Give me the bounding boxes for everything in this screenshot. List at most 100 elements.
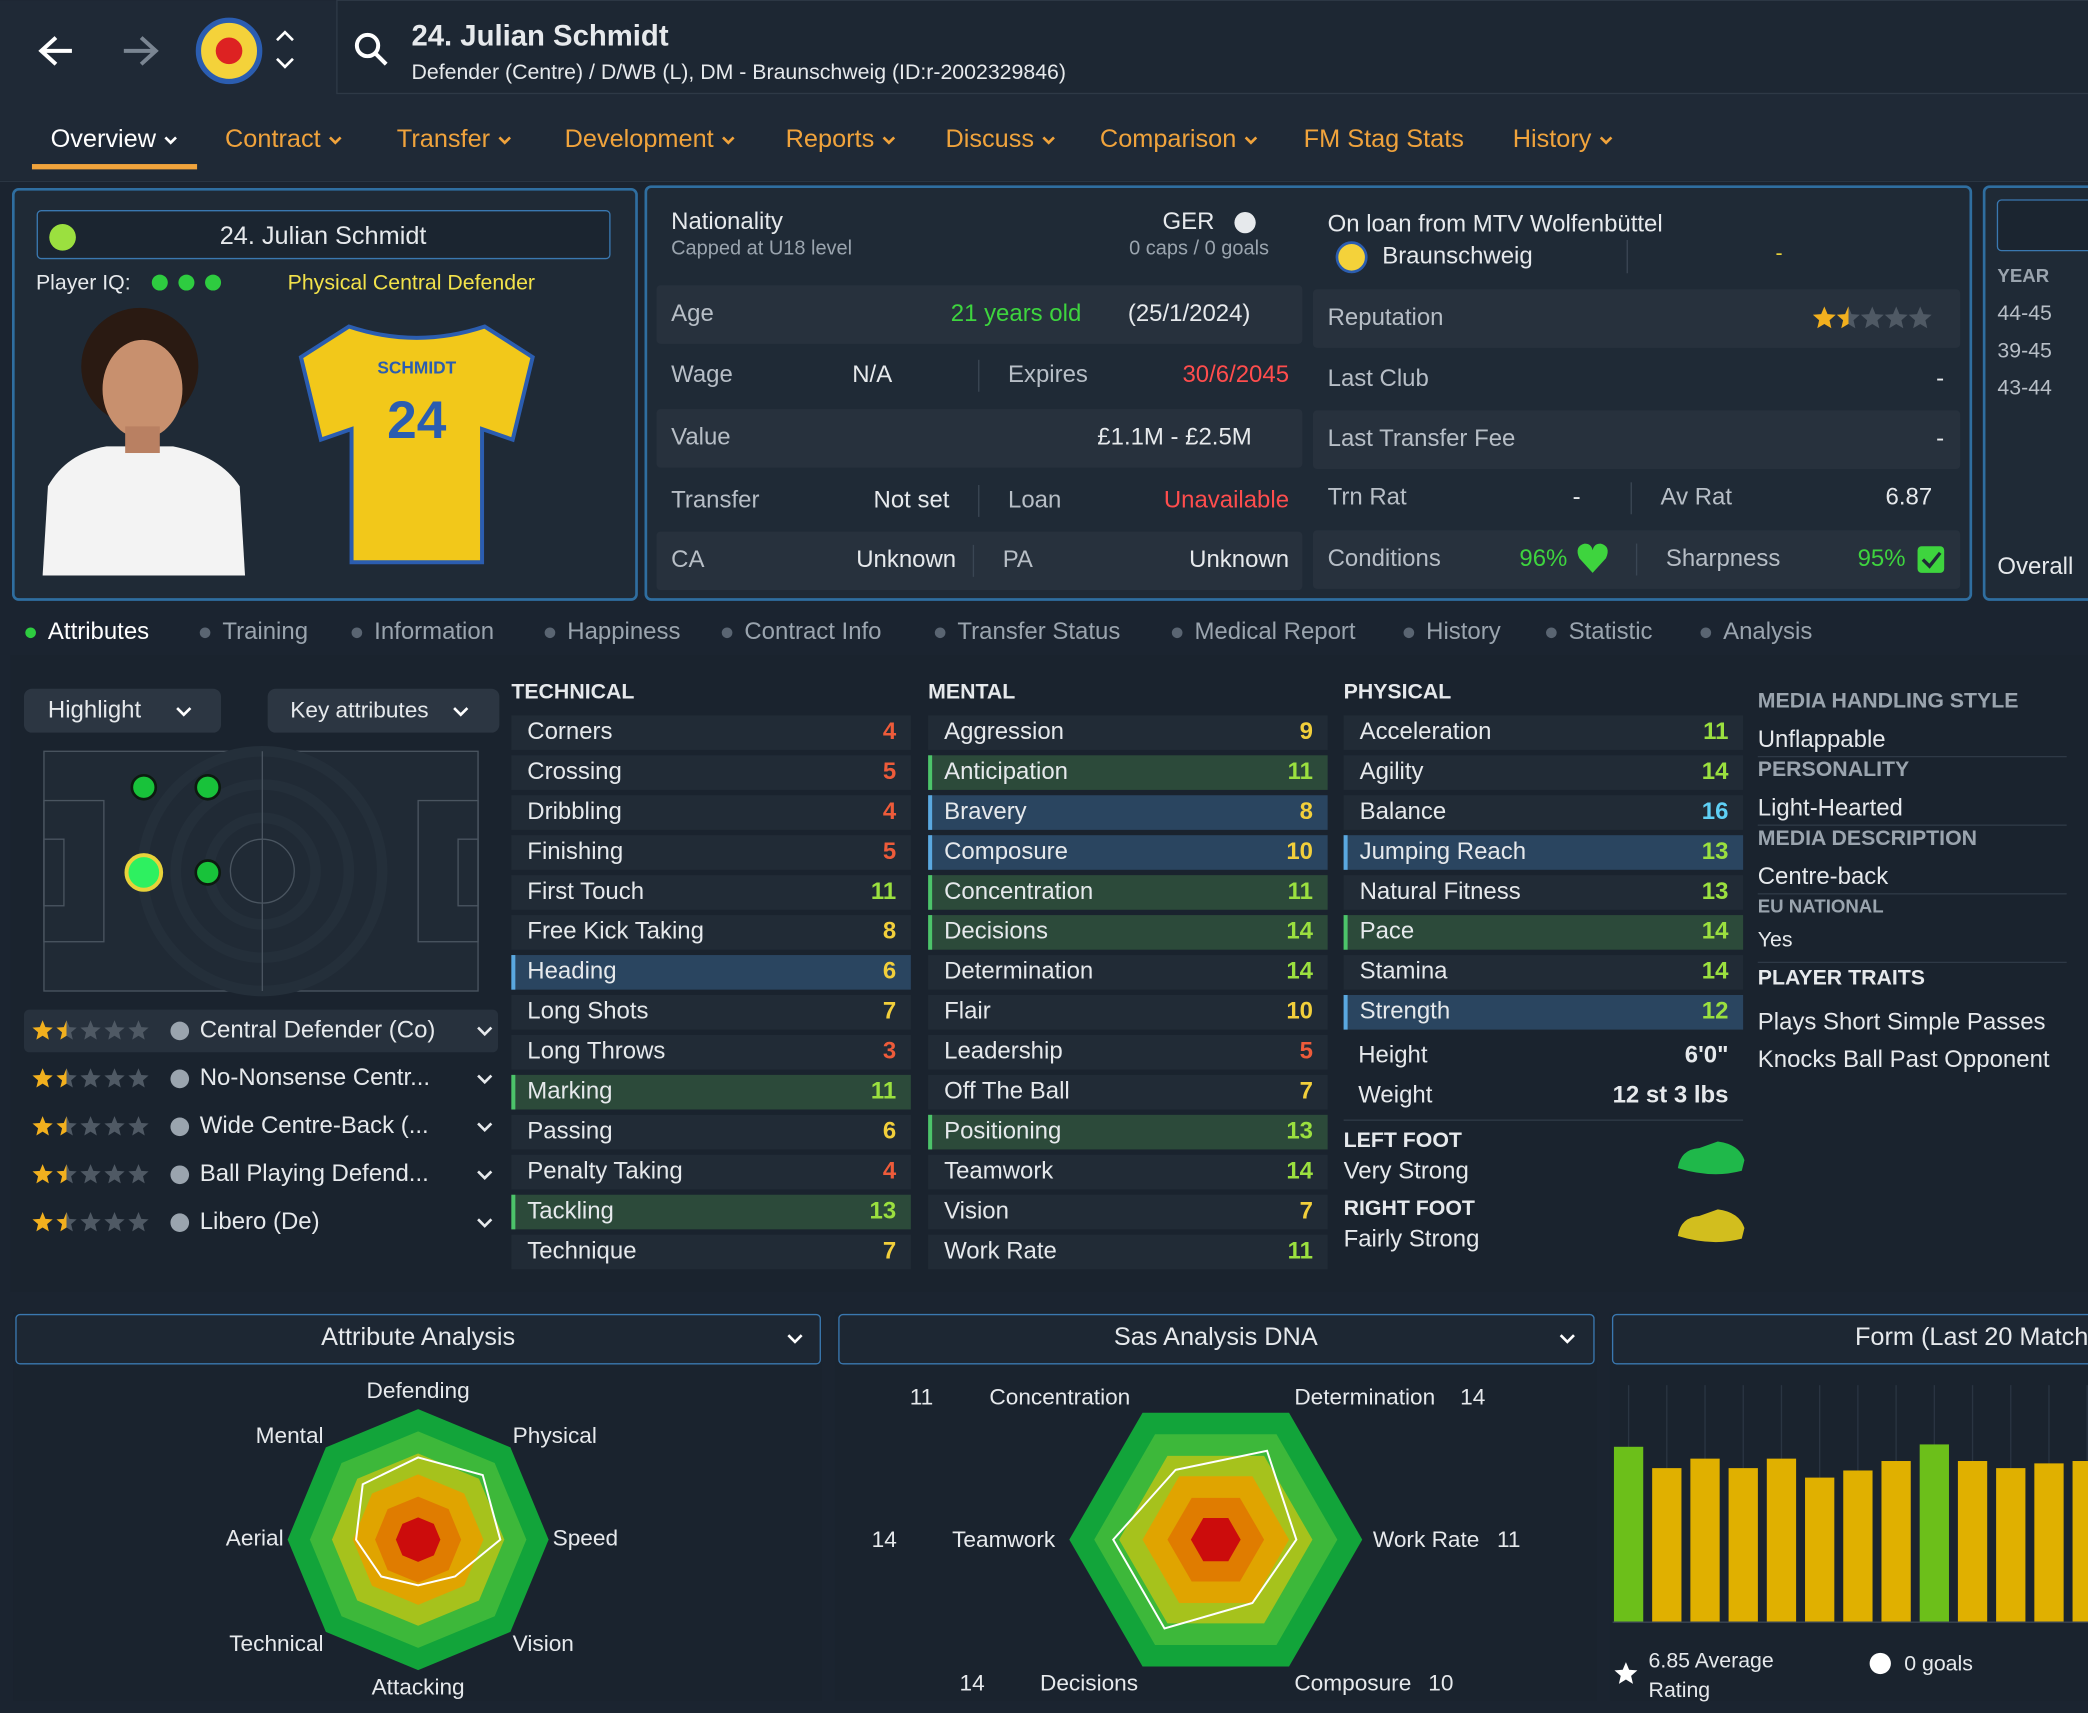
- attribute-name: Crossing: [527, 758, 622, 785]
- attribute-name: Long Throws: [527, 1038, 665, 1065]
- iq-dot: [151, 274, 168, 291]
- star: [32, 1020, 53, 1040]
- role-name[interactable]: Ball Playing Defend...: [200, 1160, 429, 1187]
- form-bar: [1957, 1461, 1988, 1623]
- sub-tab[interactable]: Happiness: [567, 618, 680, 645]
- dna-label: Determination: [1294, 1384, 1435, 1409]
- player-photo-neck: [125, 426, 160, 454]
- nav-tab[interactable]: Comparison: [1100, 125, 1236, 153]
- pitch: [43, 750, 479, 992]
- star: [80, 1020, 101, 1040]
- nav-tab[interactable]: Development: [565, 125, 714, 153]
- tab-dot: [1546, 627, 1557, 639]
- role-name[interactable]: No-Nonsense Centr...: [200, 1064, 430, 1091]
- sub-tab[interactable]: History: [1426, 618, 1501, 645]
- loan-crest: [1335, 241, 1368, 274]
- info-icon: [170, 1021, 190, 1041]
- goals-text: 0 goals: [1904, 1651, 1973, 1675]
- history-header: YEAR: [1997, 265, 2049, 286]
- back-button[interactable]: [38, 36, 72, 66]
- star: [56, 1212, 77, 1232]
- sub-tab[interactable]: Medical Report: [1194, 618, 1355, 645]
- star: [80, 1116, 101, 1136]
- attribute-name: Off The Ball: [944, 1078, 1070, 1105]
- trait: Plays Short Simple Passes: [1758, 1008, 2046, 1035]
- sub-tab[interactable]: Information: [374, 618, 494, 645]
- attribute-value: 4: [883, 718, 897, 745]
- dna-value: 10: [1428, 1671, 1453, 1696]
- star: [32, 1164, 53, 1184]
- attribute-name: Agility: [1360, 758, 1424, 785]
- chevron: [477, 1170, 493, 1180]
- attribute-row: [511, 835, 911, 870]
- dropdown-label[interactable]: Highlight: [48, 697, 142, 724]
- attribute-name: Pace: [1360, 918, 1415, 945]
- panel-title[interactable]: Attribute Analysis: [321, 1323, 515, 1351]
- role-name[interactable]: Central Defender (Co): [200, 1016, 436, 1043]
- radar-shape: [355, 1456, 502, 1587]
- attribute-name: Free Kick Taking: [527, 918, 704, 945]
- highlight-bar: [511, 1194, 516, 1230]
- info-value: Unknown: [856, 546, 956, 573]
- star: [128, 1068, 149, 1088]
- attribute-name: Positioning: [944, 1117, 1061, 1144]
- crest-switch[interactable]: [276, 30, 294, 69]
- attribute-value: 11: [871, 1078, 896, 1105]
- nav-tab[interactable]: Transfer: [397, 125, 490, 153]
- dna-label: Work Rate: [1373, 1527, 1479, 1552]
- form-bar: [2034, 1463, 2064, 1623]
- attribute-name: Finishing: [527, 838, 623, 865]
- sub-tab[interactable]: Statistic: [1569, 618, 1653, 645]
- filter-dropdown: [267, 688, 500, 733]
- nav-tab[interactable]: Contract: [225, 125, 321, 153]
- dna-label: Composure: [1294, 1671, 1411, 1696]
- fact-label: MEDIA DESCRIPTION: [1758, 826, 1977, 850]
- attribute-name: Strength: [1360, 998, 1451, 1025]
- role-name[interactable]: Libero (De): [200, 1208, 320, 1235]
- search-bar: [336, 0, 2088, 95]
- attribute-name: Balance: [1360, 798, 1447, 825]
- star: [56, 1020, 77, 1040]
- forward-button[interactable]: [123, 36, 159, 66]
- sub-tab[interactable]: Training: [222, 618, 308, 645]
- highlight-bar: [1343, 915, 1348, 950]
- role-name[interactable]: Wide Centre-Back (...: [200, 1112, 429, 1139]
- chevron: [453, 707, 469, 717]
- dna-value: 14: [872, 1527, 897, 1552]
- nav-tab[interactable]: History: [1513, 125, 1592, 153]
- info-value: 95%: [1858, 545, 1906, 572]
- info-value: -: [1936, 425, 1944, 452]
- tab-dot: [1700, 627, 1712, 639]
- panel-title[interactable]: Form (Last 20 Match: [1855, 1323, 2088, 1351]
- dropdown-label[interactable]: Key attributes: [290, 697, 428, 722]
- sub-tab[interactable]: Attributes: [48, 618, 149, 645]
- info-icon: [170, 1069, 190, 1089]
- highlight-bar: [928, 1114, 933, 1150]
- form-bar: [1919, 1444, 1949, 1623]
- nav-tab[interactable]: FM Stag Stats: [1304, 125, 1464, 153]
- panel-title-box: [1611, 1313, 2088, 1365]
- chevron: [477, 1122, 493, 1133]
- weight-label: Weight: [1358, 1082, 1432, 1109]
- history-footer: Overall: [1997, 553, 2073, 580]
- nav-tab[interactable]: Discuss: [945, 125, 1034, 153]
- info-value: N/A: [852, 361, 892, 388]
- panel-title[interactable]: Sas Analysis DNA: [1114, 1323, 1318, 1351]
- attribute-value: 13: [1286, 1117, 1313, 1144]
- fact-label: PERSONALITY: [1758, 757, 1909, 781]
- nav-tab[interactable]: Overview: [51, 125, 157, 153]
- form-bar: [1652, 1468, 1682, 1623]
- radar-ring: [1190, 1518, 1241, 1562]
- sub-tab[interactable]: Contract Info: [744, 618, 881, 645]
- sub-tab[interactable]: Transfer Status: [957, 618, 1120, 645]
- attribute-name: Jumping Reach: [1360, 838, 1526, 865]
- form-bar: [1690, 1458, 1720, 1623]
- nav-tab[interactable]: Reports: [786, 125, 875, 153]
- boot-icon: [1677, 1141, 1745, 1175]
- sub-tab[interactable]: Analysis: [1723, 618, 1812, 645]
- attribute-value: 11: [1288, 758, 1313, 785]
- pitch-centre: [229, 838, 295, 904]
- chevron: [787, 1334, 803, 1344]
- attribute-value: 10: [1286, 838, 1313, 865]
